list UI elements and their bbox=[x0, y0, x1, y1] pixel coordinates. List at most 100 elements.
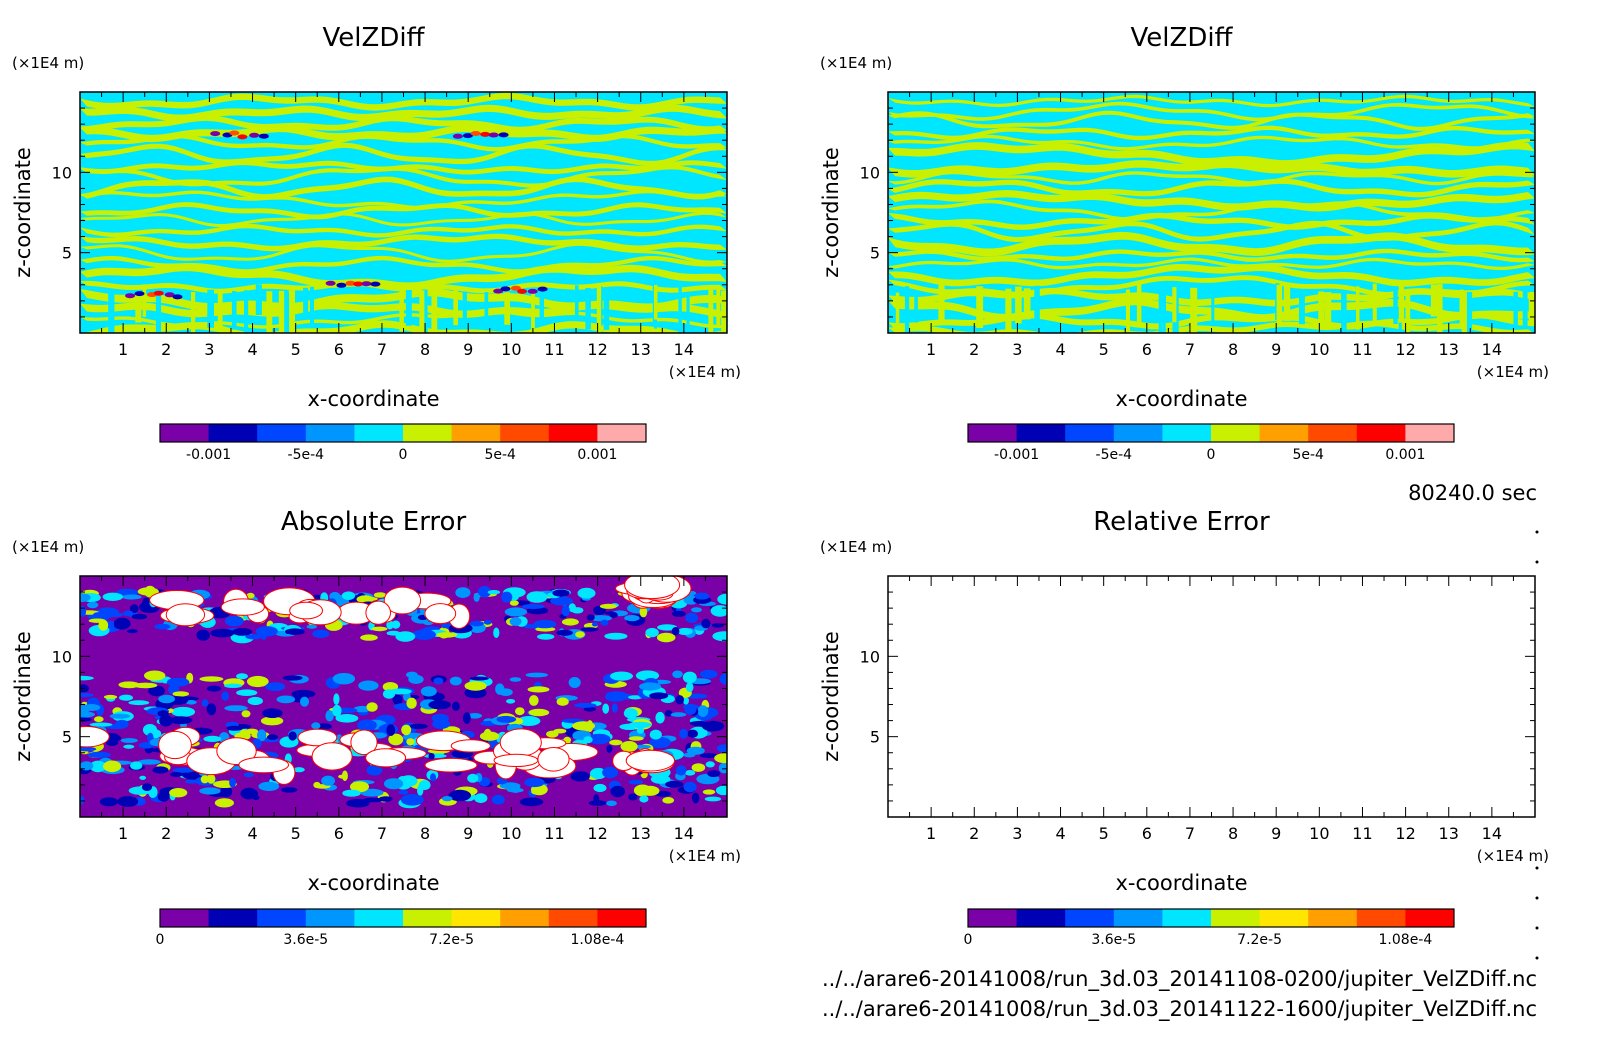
x-tick-label: 2 bbox=[161, 824, 171, 843]
contour-feature bbox=[350, 781, 369, 793]
contour-feature bbox=[580, 627, 599, 632]
contour-feature bbox=[321, 775, 335, 786]
x-tick-label: 11 bbox=[1352, 824, 1372, 843]
contour-feature bbox=[80, 675, 94, 681]
contour-band bbox=[1318, 291, 1325, 322]
contour-band bbox=[888, 212, 1535, 230]
contour-feature bbox=[691, 763, 706, 772]
contour-band bbox=[244, 290, 249, 333]
contour-feature bbox=[711, 623, 725, 628]
contour-feature bbox=[691, 607, 702, 613]
contour-feature bbox=[139, 775, 147, 780]
contour-feature bbox=[589, 615, 612, 622]
x-tick-label: 13 bbox=[631, 824, 651, 843]
contour-band bbox=[1372, 283, 1377, 326]
colorbar-segment bbox=[1259, 909, 1309, 927]
contour-band bbox=[888, 248, 1535, 263]
contour-band bbox=[1356, 286, 1360, 330]
contour-feature bbox=[602, 703, 610, 714]
contour-feature bbox=[357, 719, 377, 731]
x-tick-label: 8 bbox=[1228, 824, 1238, 843]
contour-feature bbox=[649, 729, 662, 740]
saturated-region bbox=[80, 726, 110, 748]
file-path-label: ../../arare6-20141008/run_3d.03_20141122… bbox=[822, 997, 1537, 1022]
x-tick-label: 12 bbox=[1395, 824, 1415, 843]
contour-feature bbox=[523, 624, 536, 629]
contour-feature bbox=[665, 780, 684, 788]
contour-band bbox=[80, 263, 727, 290]
stray-dot bbox=[1535, 866, 1539, 870]
contour-feature bbox=[606, 800, 617, 807]
x-tick-label: 10 bbox=[501, 824, 521, 843]
contour-feature bbox=[467, 773, 479, 783]
contour-feature bbox=[199, 676, 224, 682]
contour-band bbox=[80, 142, 727, 166]
contour-band bbox=[80, 133, 727, 152]
contour-feature bbox=[682, 671, 697, 684]
contour-feature bbox=[382, 689, 396, 699]
contour-band bbox=[1211, 290, 1215, 327]
contour-band bbox=[686, 292, 690, 332]
contour-feature bbox=[311, 722, 321, 730]
contour-band bbox=[1405, 291, 1411, 333]
contour-feature bbox=[224, 683, 243, 688]
contour-feature bbox=[125, 293, 136, 299]
contour-band bbox=[155, 288, 162, 333]
contour-feature bbox=[593, 783, 607, 793]
contour-feature bbox=[409, 723, 428, 729]
colorbar-tick-label: 3.6e-5 bbox=[1091, 932, 1136, 948]
contour-feature bbox=[89, 722, 113, 727]
saturated-region bbox=[383, 586, 422, 615]
y-axis-label: z-coordinate bbox=[11, 631, 35, 762]
contour-band bbox=[888, 170, 1535, 186]
contour-feature bbox=[561, 605, 570, 617]
contour-feature bbox=[433, 677, 444, 685]
contour-feature bbox=[237, 134, 248, 140]
contour-feature bbox=[649, 736, 671, 749]
contour-band bbox=[504, 292, 510, 325]
contour-band bbox=[888, 231, 1535, 257]
x-tick-label: 10 bbox=[501, 340, 521, 359]
contour-feature bbox=[89, 760, 106, 773]
contour-feature bbox=[705, 761, 715, 768]
panel-2: VelZDiff(×1E4 m)1 2 3 4 5 6 7 8 9 10 11 12 13 14510(×… bbox=[819, 23, 1549, 463]
colorbar-segment bbox=[208, 424, 258, 442]
contour-feature bbox=[570, 771, 590, 782]
contour-feature bbox=[300, 696, 309, 707]
contour-feature bbox=[515, 707, 525, 716]
contour-band bbox=[255, 284, 262, 315]
field-background bbox=[888, 576, 1535, 817]
contour-band bbox=[80, 280, 727, 294]
contour-feature bbox=[362, 797, 384, 803]
contour-feature bbox=[470, 620, 484, 627]
x-tick-label: 1 bbox=[118, 340, 128, 359]
colorbar: 0 3.6e-5 7.2e-5 1.08e-4 bbox=[964, 908, 1455, 948]
contour-feature bbox=[210, 131, 221, 137]
contour-band bbox=[888, 141, 1535, 168]
contour-band bbox=[531, 290, 535, 333]
contour-band bbox=[575, 285, 579, 317]
contour-feature bbox=[418, 780, 431, 791]
contour-feature bbox=[524, 777, 545, 788]
contour-feature bbox=[356, 595, 374, 604]
x-tick-label: 14 bbox=[674, 824, 694, 843]
contour-feature bbox=[525, 672, 548, 678]
x-tick-label: 14 bbox=[1482, 824, 1502, 843]
colorbar-tick-label: 1.08e-4 bbox=[1379, 932, 1433, 948]
x-tick-label: 9 bbox=[463, 824, 473, 843]
contour-feature bbox=[412, 629, 436, 640]
contour-feature bbox=[649, 692, 669, 700]
contour-band bbox=[1023, 288, 1031, 320]
y-axis-label: z-coordinate bbox=[819, 147, 843, 278]
contour-feature bbox=[611, 703, 618, 713]
contour-feature bbox=[386, 724, 396, 736]
contour-feature bbox=[80, 795, 85, 805]
contour-band bbox=[310, 286, 314, 324]
contour-feature bbox=[128, 700, 150, 706]
contour-feature bbox=[103, 760, 122, 773]
saturated-region bbox=[624, 576, 681, 600]
contour-band bbox=[914, 292, 918, 323]
contour-band bbox=[1466, 292, 1473, 333]
contour-feature bbox=[210, 628, 235, 638]
contour-feature bbox=[645, 627, 659, 638]
